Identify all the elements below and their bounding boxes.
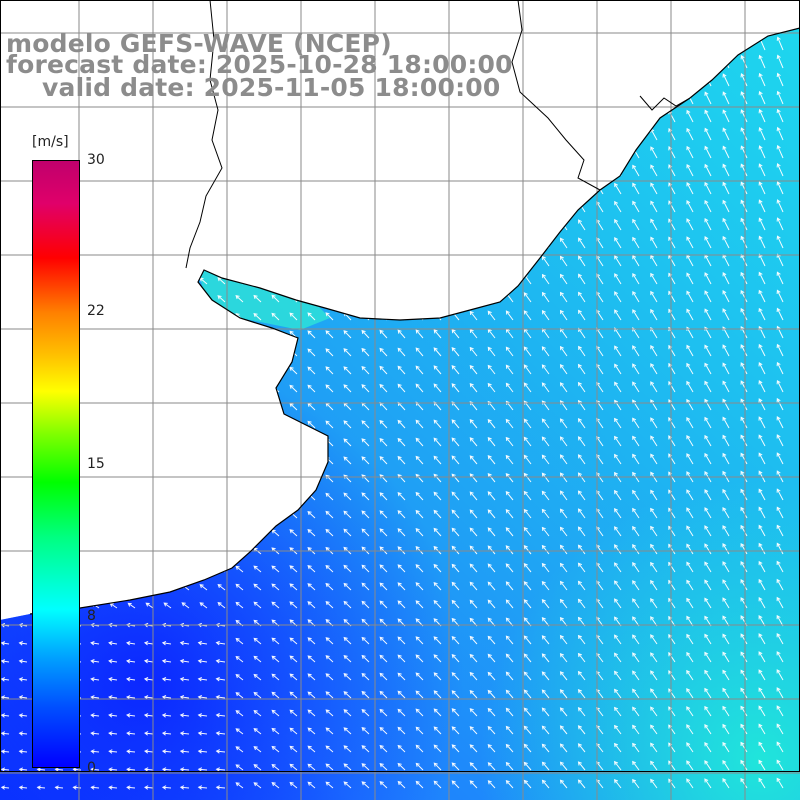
colorbar-tick-0: 0	[87, 760, 96, 776]
colorbar-tick-22: 22	[87, 303, 105, 319]
colorbar-unit: [m/s]	[32, 134, 69, 150]
colorbar-tick-30: 30	[87, 152, 105, 168]
forecast-date: forecast date: 2025-10-28 18:00:00	[6, 50, 513, 79]
coastline	[29, 27, 800, 615]
colorbar-tick-8: 8	[87, 608, 96, 624]
model-title: modelo GEFS-WAVE (NCEP)	[6, 29, 392, 58]
colorbar	[32, 160, 80, 768]
border-line-east	[511, 0, 601, 191]
colorbar-tick-15: 15	[87, 456, 105, 472]
border-line	[185, 0, 223, 269]
valid-date: valid date: 2025-11-05 18:00:00	[42, 73, 501, 102]
lagoon-outline	[639, 95, 691, 111]
